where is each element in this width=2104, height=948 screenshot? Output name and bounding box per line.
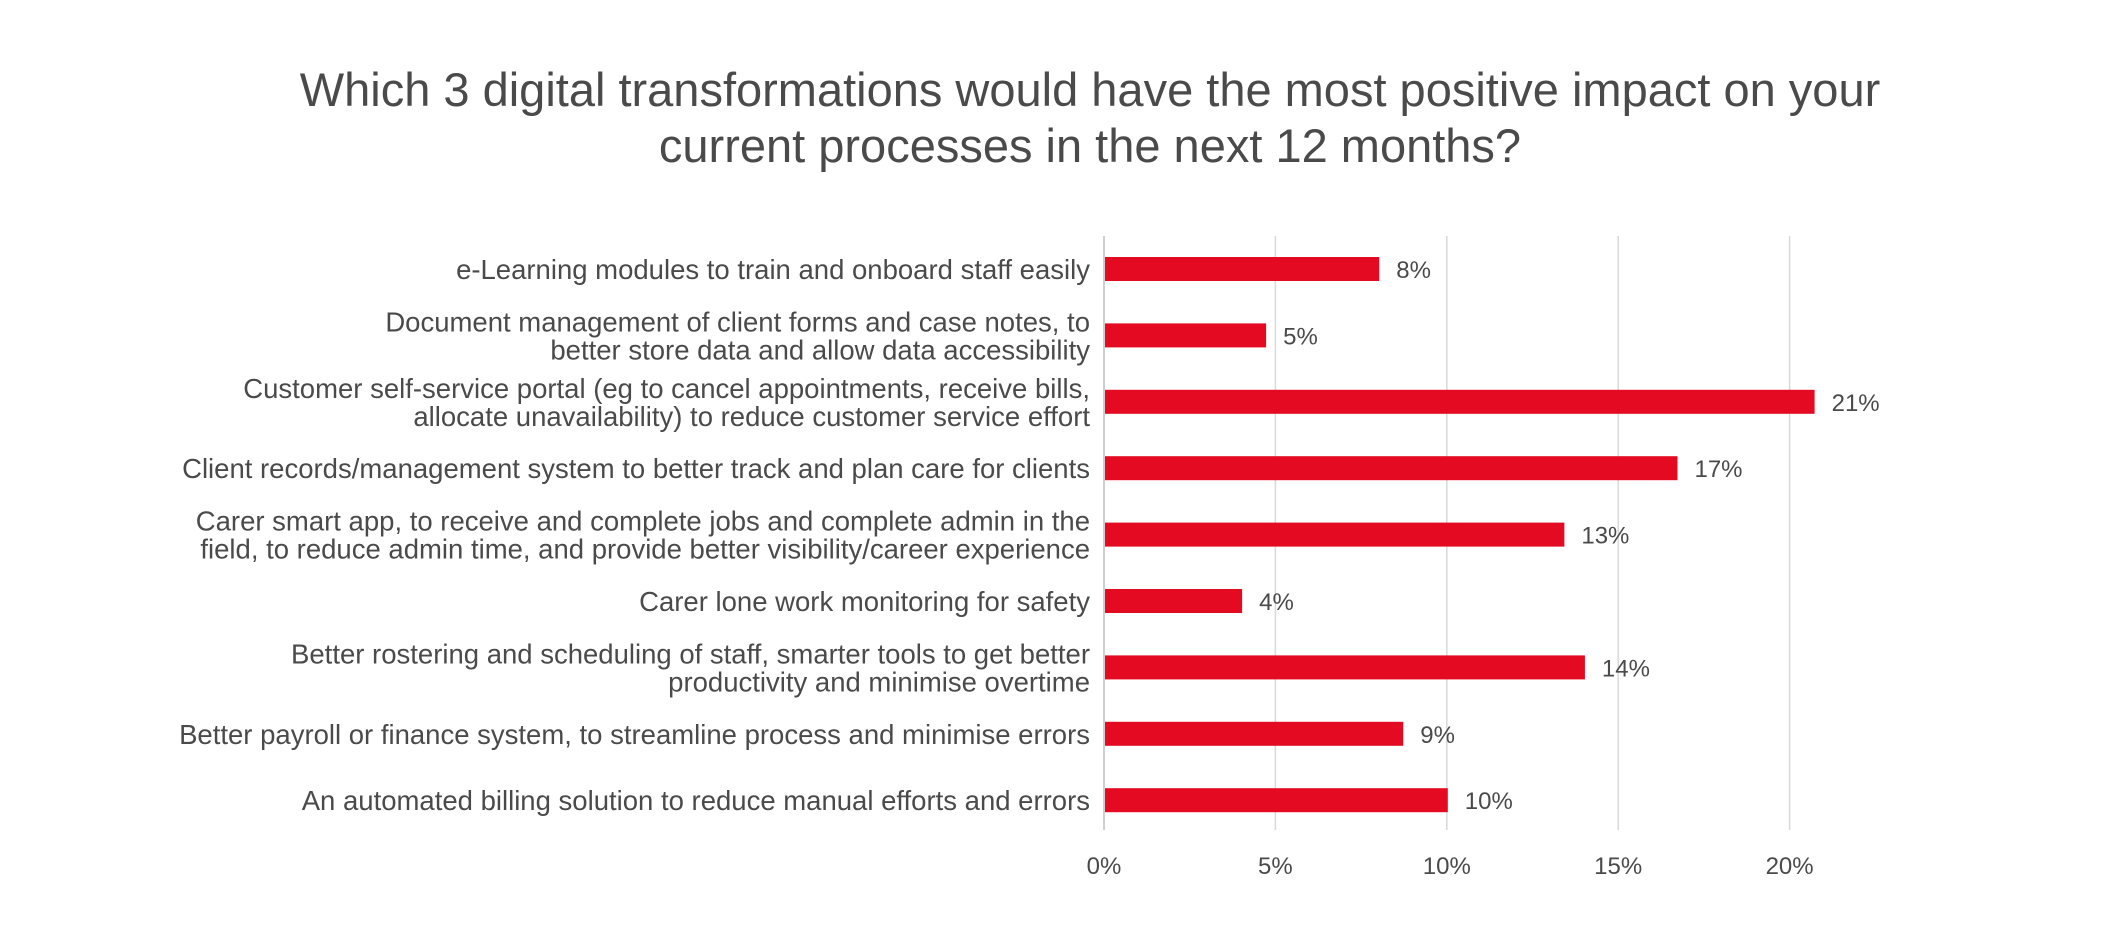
- value-label: 21%: [1832, 390, 1880, 417]
- x-tick-labels: 0% 5% 10% 15% 20%: [1087, 853, 1814, 880]
- bars: [1105, 257, 1815, 813]
- value-label: 4%: [1259, 589, 1294, 616]
- category-labels: e-Learning modules to train and onboard …: [179, 254, 1090, 816]
- value-label: 13%: [1581, 523, 1629, 550]
- bar: [1105, 589, 1243, 613]
- value-label: 9%: [1420, 722, 1455, 749]
- value-label: 17%: [1694, 456, 1742, 483]
- category-label: Better payroll or finance system, to str…: [179, 719, 1090, 750]
- category-label: allocate unavailability) to reduce custo…: [413, 401, 1090, 432]
- value-label: 8%: [1396, 257, 1431, 284]
- category-label: Carer smart app, to receive and complete…: [196, 506, 1090, 537]
- x-tick-label: 0%: [1087, 853, 1122, 880]
- category-label: Customer self-service portal (eg to canc…: [243, 373, 1090, 404]
- category-label: field, to reduce admin time, and provide…: [200, 534, 1090, 565]
- chart-title-line-1: Which 3 digital transformations would ha…: [299, 63, 1881, 116]
- x-tick-label: 10%: [1423, 853, 1471, 880]
- x-tick-label: 20%: [1766, 853, 1814, 880]
- bar: [1105, 721, 1404, 746]
- chart-title-line-2: current processes in the next 12 months?: [658, 119, 1522, 172]
- x-tick-label: 15%: [1594, 853, 1642, 880]
- category-label: productivity and minimise overtime: [668, 666, 1090, 697]
- value-label: 14%: [1602, 655, 1650, 682]
- category-label: Carer lone work monitoring for safety: [639, 586, 1090, 617]
- value-labels: 8% 5% 21% 17% 13% 4% 14% 9% 10%: [1259, 257, 1880, 815]
- value-label: 10%: [1465, 788, 1513, 815]
- bar: [1105, 257, 1380, 281]
- bar: [1105, 323, 1267, 348]
- bar: [1105, 788, 1448, 813]
- bar: [1105, 389, 1815, 414]
- category-label: Client records/management system to bett…: [182, 453, 1090, 484]
- bar: [1105, 655, 1585, 680]
- value-label: 5%: [1283, 323, 1318, 350]
- category-label: Document management of client forms and …: [385, 306, 1090, 337]
- bar: [1105, 456, 1678, 481]
- category-label: better store data and allow data accessi…: [550, 334, 1090, 365]
- category-label: Better rostering and scheduling of staff…: [291, 638, 1090, 669]
- category-label: An automated billing solution to reduce …: [302, 785, 1090, 816]
- x-tick-label: 5%: [1258, 853, 1293, 880]
- chart-title: Which 3 digital transformations would ha…: [0, 62, 2104, 174]
- bar: [1105, 522, 1565, 547]
- category-label: e-Learning modules to train and onboard …: [456, 254, 1090, 285]
